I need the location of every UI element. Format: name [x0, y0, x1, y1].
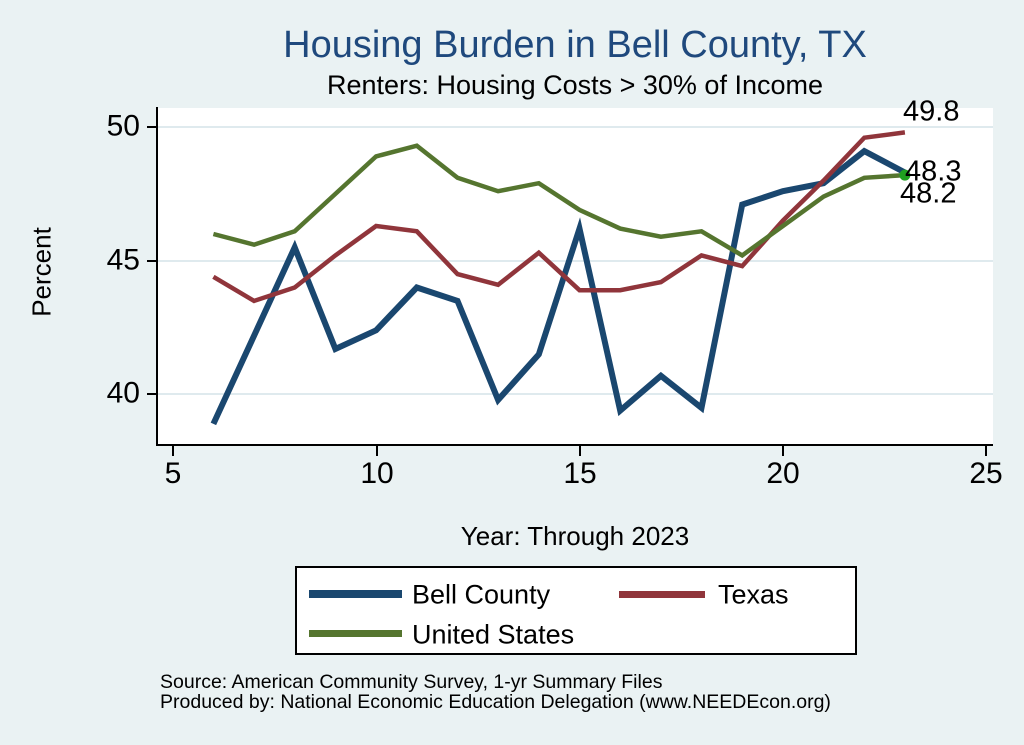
texas-legend-swatch [619, 591, 705, 598]
x-tick-label-10: 10 [360, 457, 394, 490]
texas-legend-label: Texas [718, 579, 789, 610]
y-axis-label: Percent [26, 227, 57, 317]
united-states-end-marker [899, 169, 911, 181]
y-tick-label-50: 50 [106, 109, 140, 143]
chart-title: Housing Burden in Bell County, TX [283, 24, 867, 66]
bell-county-legend-swatch [309, 590, 402, 598]
x-tick-label-15: 15 [563, 457, 597, 490]
legend-box: Bell County Texas United States [295, 566, 857, 655]
x-tick-label-25: 25 [969, 457, 1003, 490]
produced-by-note: Produced by: National Economic Education… [160, 691, 831, 713]
united-states-end-value-label: 48.2 [900, 177, 957, 210]
plot-background [158, 108, 993, 445]
bell-county-legend-label: Bell County [412, 579, 551, 610]
x-axis-label: Year: Through 2023 [460, 521, 690, 551]
united-states-legend-label: United States [412, 619, 575, 650]
chart-subtitle: Renters: Housing Costs > 30% of Income [327, 70, 823, 100]
y-tick-label-45: 45 [106, 243, 140, 277]
source-note: Source: American Community Survey, 1-yr … [160, 671, 663, 693]
texas-line [212, 130, 906, 304]
bell-county-end-value-label: 48.3 [905, 155, 962, 188]
united-states-line [212, 143, 906, 259]
x-tick-label-5: 5 [164, 457, 182, 490]
bell-county-line [210, 147, 907, 426]
united-states-legend-swatch [309, 630, 402, 637]
texas-end-value-label: 49.8 [903, 95, 960, 128]
y-tick-label-40: 40 [106, 376, 140, 410]
x-tick-label-20: 20 [766, 457, 800, 490]
